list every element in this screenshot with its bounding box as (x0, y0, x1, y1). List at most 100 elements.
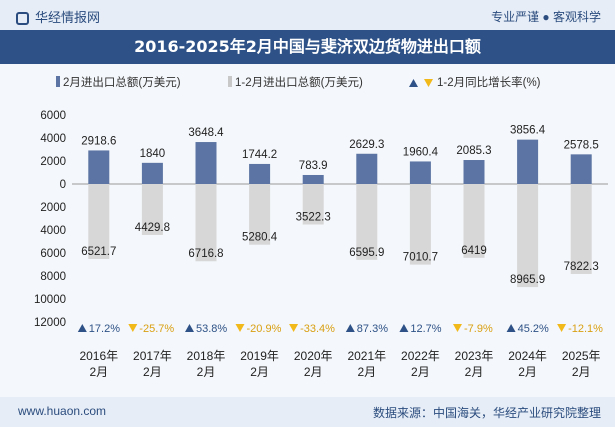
growth-down-triangle-icon (235, 324, 245, 332)
x-tick-label: 2月 (250, 365, 269, 379)
bar-monthly (356, 153, 378, 184)
bar-cumulative (249, 184, 271, 245)
y-tick-label: 2000 (40, 202, 66, 214)
data-label-monthly: 1960.4 (403, 146, 439, 158)
brand-name: 华经情报网 (35, 10, 101, 25)
data-label-cumulative: 7822.3 (564, 261, 599, 273)
growth-label: -12.1% (568, 323, 603, 335)
bar-monthly (195, 142, 217, 184)
y-tick-label: 6000 (40, 248, 66, 260)
legend-swatch-monthly (56, 76, 60, 87)
bar-cumulative (356, 184, 378, 260)
x-tick-label: 2025年 (562, 349, 601, 363)
brand-logo-icon (16, 12, 29, 25)
x-tick-label: 2017年 (133, 349, 172, 363)
legend-swatch-cumulative (228, 76, 232, 87)
legend-down-triangle-icon (424, 79, 433, 87)
legend-label-monthly: 2月进出口总额(万美元) (63, 75, 181, 89)
bar-monthly (88, 150, 110, 184)
brand[interactable]: 华经情报网 (16, 7, 100, 26)
data-label-monthly: 1840 (140, 148, 166, 160)
data-label-cumulative: 6716.8 (188, 248, 223, 260)
bar-monthly (409, 161, 431, 184)
growth-label: 53.8% (196, 323, 227, 335)
x-tick-label: 2月 (89, 365, 108, 379)
bar-cumulative (463, 184, 485, 258)
data-label-cumulative: 6419 (461, 245, 487, 257)
y-tick-label: 6000 (40, 110, 66, 122)
x-tick-label: 2022年 (401, 349, 440, 363)
growth-down-triangle-icon (128, 324, 138, 332)
data-label-cumulative: 4429.8 (135, 222, 170, 234)
x-tick-label: 2月 (197, 365, 216, 379)
data-label-cumulative: 3522.3 (296, 212, 331, 224)
bar-cumulative (195, 184, 217, 262)
data-label-monthly: 2085.3 (456, 145, 491, 157)
y-tick-label: 12000 (34, 317, 66, 329)
data-label-monthly: 2918.6 (81, 135, 116, 147)
x-tick-label: 2月 (465, 365, 484, 379)
x-tick-label: 2021年 (347, 349, 386, 363)
x-tick-label: 2020年 (294, 349, 333, 363)
data-label-cumulative: 6521.7 (81, 246, 116, 258)
tagline: 专业严谨 ● 客观科学 (491, 10, 601, 24)
data-label-monthly: 1744.2 (242, 149, 277, 161)
bar-monthly (249, 163, 271, 184)
x-tick-label: 2月 (143, 365, 162, 379)
growth-label: -7.9% (464, 323, 493, 335)
chart-title: 2016-2025年2月中国与斐济双边货物进出口额 (0, 30, 615, 64)
growth-down-triangle-icon (557, 324, 567, 332)
bar-monthly (570, 154, 592, 184)
growth-label: -25.7% (139, 323, 174, 335)
x-tick-label: 2月 (304, 365, 323, 379)
bar-monthly (302, 174, 324, 184)
legend-label-cumulative: 1-2月进出口总额(万美元) (235, 75, 363, 89)
x-tick-label: 2023年 (455, 349, 494, 363)
growth-up-triangle-icon (185, 324, 194, 332)
bar-cumulative (88, 184, 110, 259)
growth-up-triangle-icon (345, 324, 355, 332)
data-label-monthly: 3856.4 (510, 125, 546, 137)
x-tick-label: 2月 (518, 365, 537, 379)
data-label-monthly: 2578.5 (564, 139, 599, 151)
y-tick-label: 0 (60, 179, 66, 191)
growth-label: -33.4% (300, 323, 335, 335)
y-tick-label: 8000 (40, 271, 66, 283)
growth-label: 12.7% (410, 323, 441, 335)
site-url[interactable]: www.huaon.com (18, 404, 107, 418)
growth-label: -20.9% (247, 323, 282, 335)
bar-cumulative (141, 184, 163, 235)
data-label-cumulative: 8965.9 (510, 274, 545, 286)
x-tick-label: 2024年 (508, 349, 547, 363)
x-tick-label: 2月 (572, 365, 591, 379)
growth-label: 45.2% (518, 323, 549, 335)
growth-up-triangle-icon (77, 324, 87, 332)
data-label-monthly: 2629.3 (349, 139, 384, 151)
growth-label: 87.3% (357, 323, 388, 335)
growth-up-triangle-icon (506, 324, 516, 332)
legend-label-growth: 1-2月同比增长率(%) (437, 75, 541, 89)
y-tick-label: 4000 (40, 225, 66, 237)
bar-monthly (517, 139, 539, 184)
bar-cumulative (570, 184, 592, 274)
data-label-monthly: 3648.4 (188, 127, 224, 139)
y-tick-label: 2000 (40, 156, 66, 168)
chart: 2月进出口总额(万美元) 1-2月进出口总额(万美元) 1-2月同比增长率(%) 60… (34, 75, 608, 379)
bar-cumulative (302, 184, 324, 225)
data-source: 数据来源：中国海关，华经产业研究院整理 (372, 406, 601, 420)
bar-monthly (463, 160, 485, 184)
data-label-cumulative: 7010.7 (403, 252, 438, 264)
growth-label: 17.2% (89, 323, 120, 335)
data-label-cumulative: 5280.4 (242, 232, 278, 244)
bar-cumulative (517, 184, 539, 288)
data-label-cumulative: 6595.9 (349, 247, 384, 259)
x-tick-label: 2月 (357, 365, 376, 379)
x-tick-label: 2016年 (79, 349, 118, 363)
y-tick-label: 4000 (40, 133, 66, 145)
data-label-monthly: 783.9 (299, 160, 328, 172)
legend-up-triangle-icon (409, 79, 418, 87)
growth-down-triangle-icon (453, 324, 462, 332)
x-tick-label: 2019年 (240, 349, 279, 363)
x-tick-label: 2018年 (187, 349, 226, 363)
